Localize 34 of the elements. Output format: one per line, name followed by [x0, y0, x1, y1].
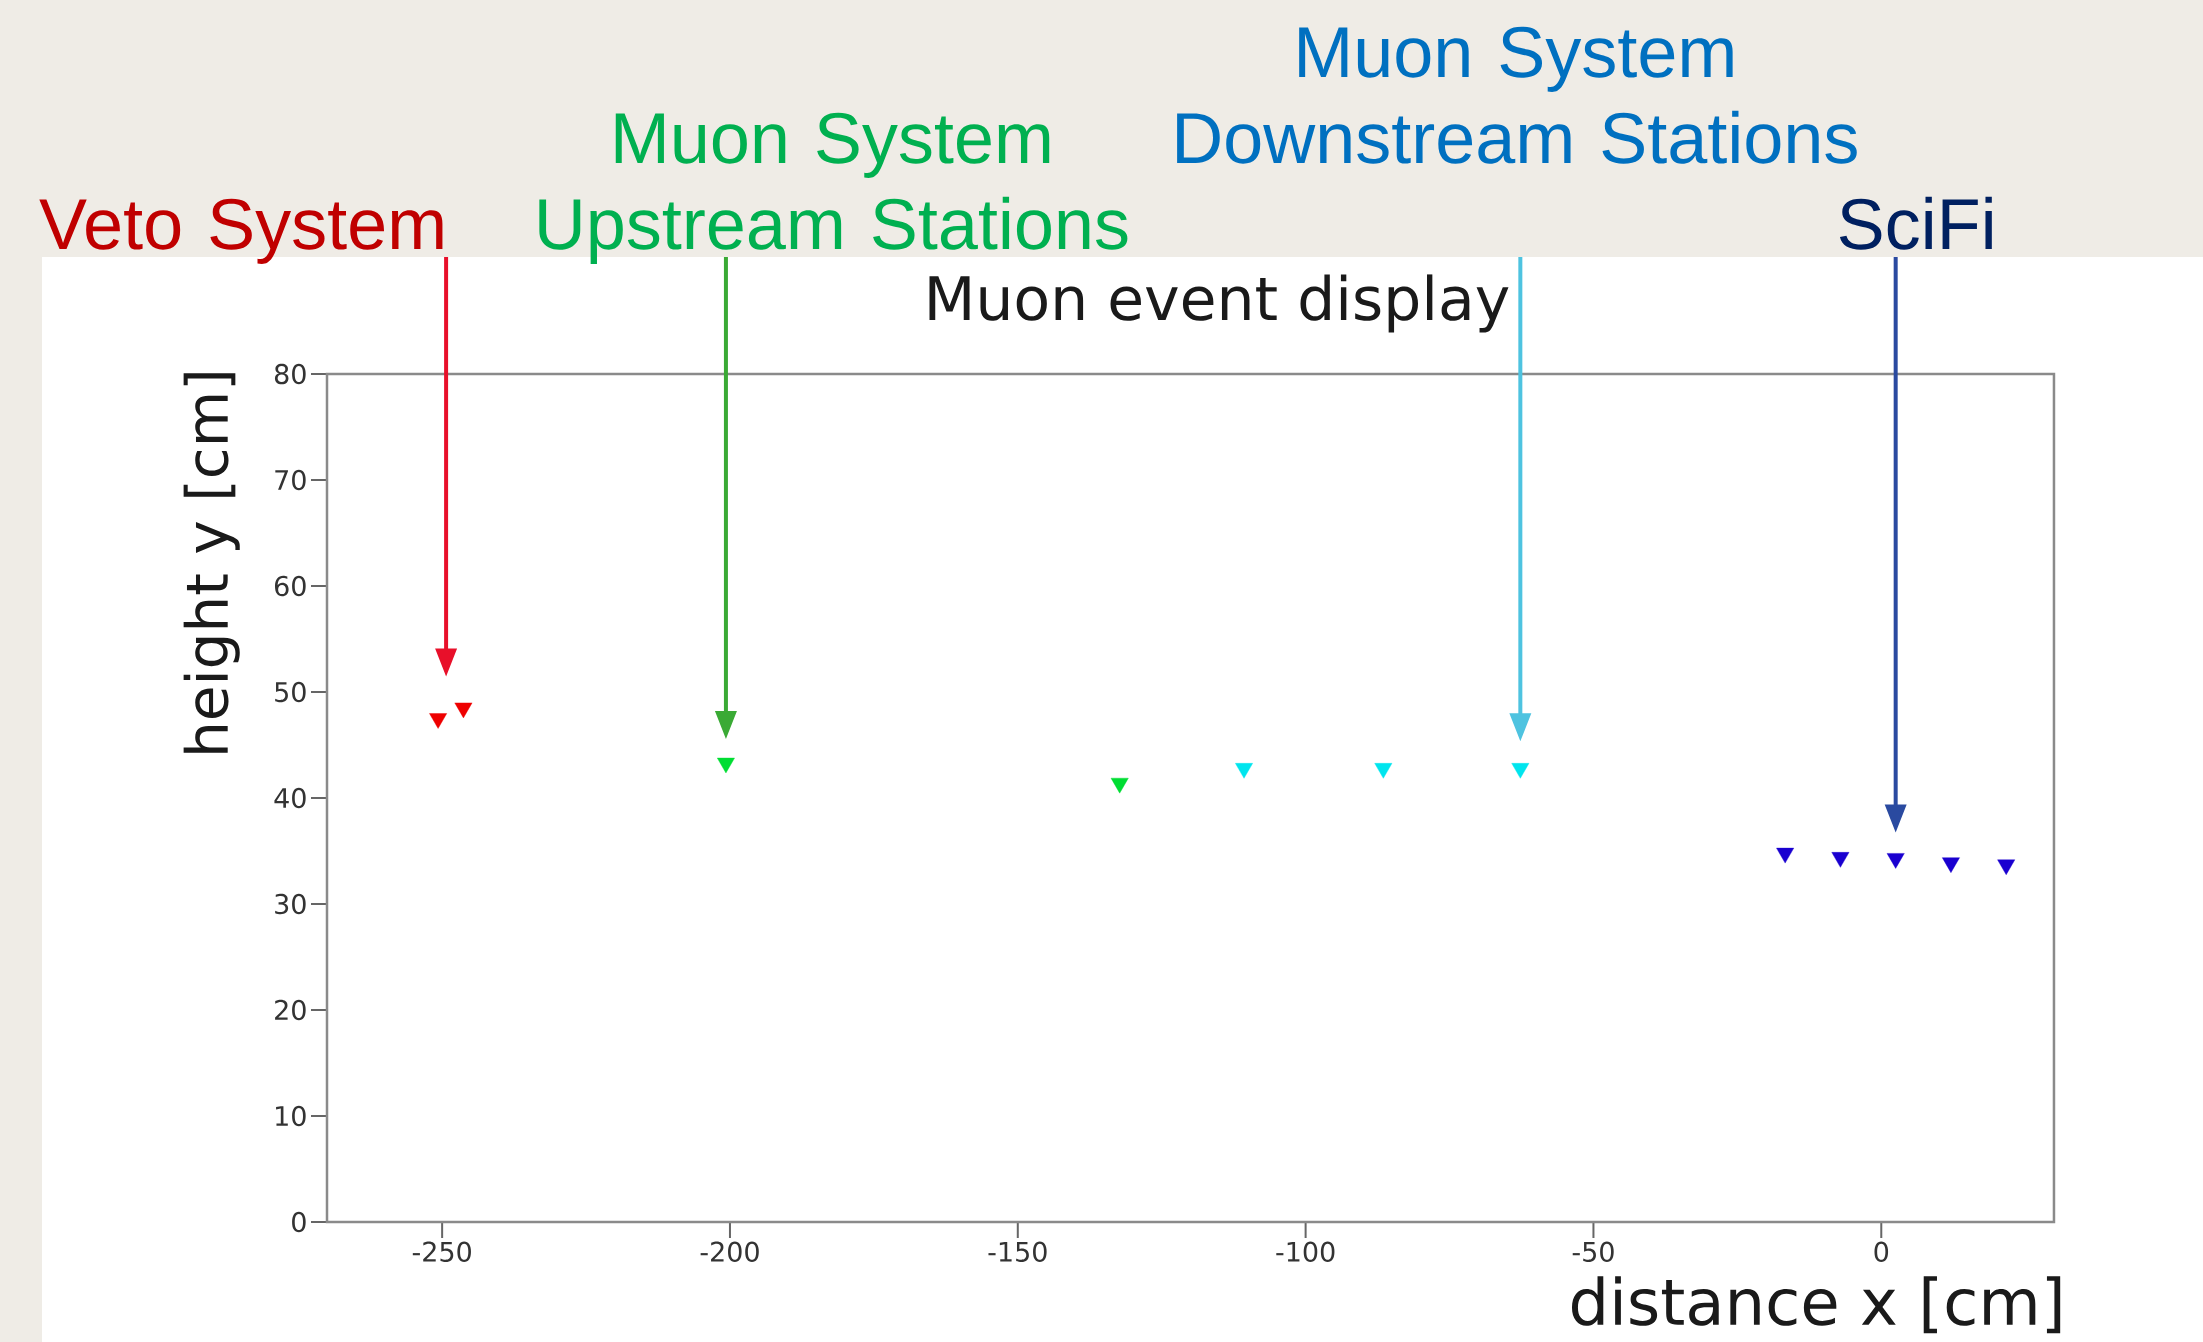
point: [1776, 847, 1795, 864]
y-tick-label: 50: [275, 681, 306, 703]
x-tick-label: -150: [988, 1241, 1047, 1262]
x-tick-label: -200: [700, 1241, 759, 1262]
text: SciFi: [1839, 196, 1992, 250]
x-tick-label: -100: [1276, 1241, 1335, 1262]
y-tick-label: 60: [274, 575, 306, 597]
x-tick-label: -250: [412, 1241, 471, 1262]
y-tick-label: 30: [275, 893, 306, 915]
point: [1374, 763, 1393, 779]
point: [454, 702, 473, 719]
point: [1831, 852, 1850, 868]
text: Muon System Downstream Stations: [1177, 26, 1857, 164]
point: [1886, 853, 1905, 869]
text: Veto System: [39, 198, 443, 264]
point: [429, 713, 447, 729]
point: [1235, 763, 1253, 779]
x-tick-label: 0: [1874, 1241, 1889, 1262]
point: [1110, 777, 1129, 794]
point: [717, 757, 735, 774]
y-tick-label: 80: [274, 363, 306, 385]
point: [1997, 859, 2016, 875]
y-tick-label: 0: [292, 1211, 306, 1233]
y-tick-label: 40: [274, 787, 306, 809]
point: [1942, 857, 1960, 873]
point: [1511, 763, 1530, 779]
y-tick-label: 10: [276, 1105, 306, 1127]
y-tick-label: 70: [275, 469, 306, 491]
text: Muon System Upstream Stations: [539, 112, 1128, 264]
y-tick-label: 20: [275, 999, 306, 1021]
x-tick-label: -50: [1572, 1241, 1614, 1262]
chart-title: Muon event display: [929, 274, 1509, 333]
x-axis-title: distance x [cm]: [1571, 1276, 2061, 1334]
y-axis-title: height y [cm]: [183, 373, 240, 753]
